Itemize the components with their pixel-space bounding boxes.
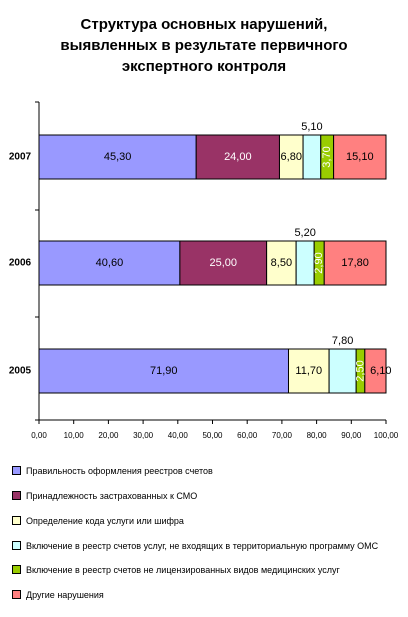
data-label: 3,70 <box>321 146 333 167</box>
x-tick-label: 100,00 <box>374 431 399 440</box>
data-label: 5,10 <box>301 121 322 133</box>
data-label: 7,80 <box>332 335 353 347</box>
bar-segment <box>302 134 322 180</box>
data-label: 25,00 <box>209 257 237 269</box>
legend-swatch <box>12 516 21 526</box>
y-tick-label: 2006 <box>9 258 32 269</box>
legend-label: Другие нарушения <box>26 590 104 600</box>
legend-label: Включение в реестр счетов не лицензирова… <box>26 565 340 575</box>
bar-segment <box>38 348 289 394</box>
data-label: 5,20 <box>294 227 315 239</box>
x-tick-label: 80,00 <box>307 431 328 440</box>
bar-segment <box>333 134 387 180</box>
y-tick-label: 2005 <box>9 366 32 377</box>
legend-swatch <box>12 590 21 600</box>
bar-segment <box>266 240 297 286</box>
bar-segment <box>287 348 330 394</box>
data-label: 15,10 <box>346 151 374 163</box>
x-tick-label: 70,00 <box>272 431 293 440</box>
data-label: 8,50 <box>271 257 292 269</box>
bar-segment <box>179 240 268 286</box>
x-tick-label: 20,00 <box>98 431 119 440</box>
legend-swatch <box>12 491 21 501</box>
chart-title-line: Структура основных нарушений, <box>80 16 328 33</box>
legend-label: Включение в реестр счетов услуг, не вход… <box>26 541 379 551</box>
x-tick-label: 10,00 <box>64 431 85 440</box>
stacked-bar-chart: 0,00 10,00 20,00 30,00 40,00 50,00 60,00 70,00 8… <box>9 101 399 440</box>
chart-title: Структура основных нарушений, выявленных… <box>20 14 388 77</box>
data-label: 6,10 <box>370 365 391 377</box>
data-label: 2,90 <box>313 252 325 273</box>
data-label: 17,80 <box>341 257 369 269</box>
legend-label: Принадлежность застрахованных к СМО <box>26 491 198 501</box>
legend-item: Включение в реестр счетов услуг, не вход… <box>12 540 378 552</box>
x-tick-label: 60,00 <box>237 431 258 440</box>
bar-segment <box>38 240 181 286</box>
data-label: 2,50 <box>354 360 366 381</box>
legend-label: Определение кода услуги или шифра <box>26 516 184 526</box>
legend-label: Правильность оформления реестров счетов <box>26 466 213 476</box>
x-tick-label: 90,00 <box>341 431 362 440</box>
legend-item: Правильность оформления реестров счетов <box>12 465 213 477</box>
x-tick-label: 40,00 <box>168 431 189 440</box>
data-label: 45,30 <box>104 151 132 163</box>
y-tick-label: 2007 <box>9 152 32 163</box>
x-tick-label: 30,00 <box>133 431 154 440</box>
data-label: 40,60 <box>96 257 124 269</box>
bar-segment <box>295 240 315 286</box>
data-label: 71,90 <box>150 365 178 377</box>
bar-segment <box>38 134 197 180</box>
legend-item: Определение кода услуги или шифра <box>12 515 184 527</box>
x-tick-label: 50,00 <box>202 431 223 440</box>
bar-segment <box>328 348 357 394</box>
legend-item: Другие нарушения <box>12 589 104 601</box>
chart-title-line: экспертного контроля <box>121 58 287 75</box>
data-label: 24,00 <box>224 151 252 163</box>
legend-swatch <box>12 565 21 575</box>
legend-item: Принадлежность застрахованных к СМО <box>12 490 197 502</box>
legend-swatch <box>12 466 21 476</box>
bar-segment <box>364 348 387 394</box>
legend-swatch <box>12 541 21 551</box>
data-label: 6,80 <box>281 151 302 163</box>
chart-title-line: выявленных в результате первичного <box>60 37 348 54</box>
bar-segment <box>195 134 280 180</box>
legend-item: Включение в реестр счетов не лицензирова… <box>12 564 340 576</box>
x-tick-label: 0,00 <box>31 431 47 440</box>
data-label: 11,70 <box>295 365 322 377</box>
bar-segment <box>323 240 387 286</box>
